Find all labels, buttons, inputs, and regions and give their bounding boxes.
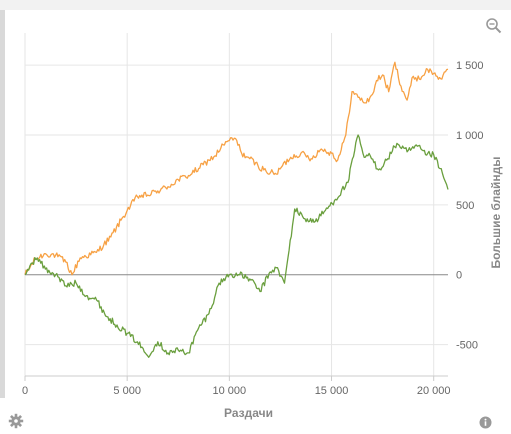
y-axis-title: Большие блайнды: [489, 157, 503, 269]
series-line-2: [24, 134, 449, 358]
y-tick-label-2: 500: [456, 200, 474, 212]
zoom-icon[interactable]: [485, 17, 503, 35]
x-tick-label-4: 20 000: [417, 385, 451, 397]
y-tick-label-1: 0: [456, 270, 462, 282]
info-icon-glyph: [479, 416, 492, 429]
gear-icon[interactable]: [8, 413, 24, 429]
left-scroll-strip[interactable]: [0, 10, 5, 398]
x-tick-label-0: 0: [22, 385, 28, 397]
x-tick-label-2: 10 000: [213, 385, 247, 397]
top-strip: [0, 0, 511, 10]
series-line-1: [24, 61, 449, 276]
x-tick-label-1: 5 000: [113, 385, 141, 397]
y-tick-label-4: 1 500: [456, 60, 484, 72]
y-tick-label-3: 1 000: [456, 130, 484, 142]
x-tick-label-3: 15 000: [315, 385, 349, 397]
grid: [24, 33, 448, 376]
series-layer: [24, 61, 449, 358]
x-axis-title: Раздачи: [224, 406, 273, 420]
info-icon[interactable]: [479, 416, 492, 429]
zoom-icon-glyph: [486, 18, 502, 34]
y-axis-ticks: -500 0 500 1 000 1 500: [456, 60, 484, 351]
gear-icon-glyph: [8, 413, 24, 429]
x-axis-ticks: 0 5 000 10 000 15 000 20 000: [22, 376, 451, 397]
y-tick-label-0: -500: [456, 340, 478, 352]
